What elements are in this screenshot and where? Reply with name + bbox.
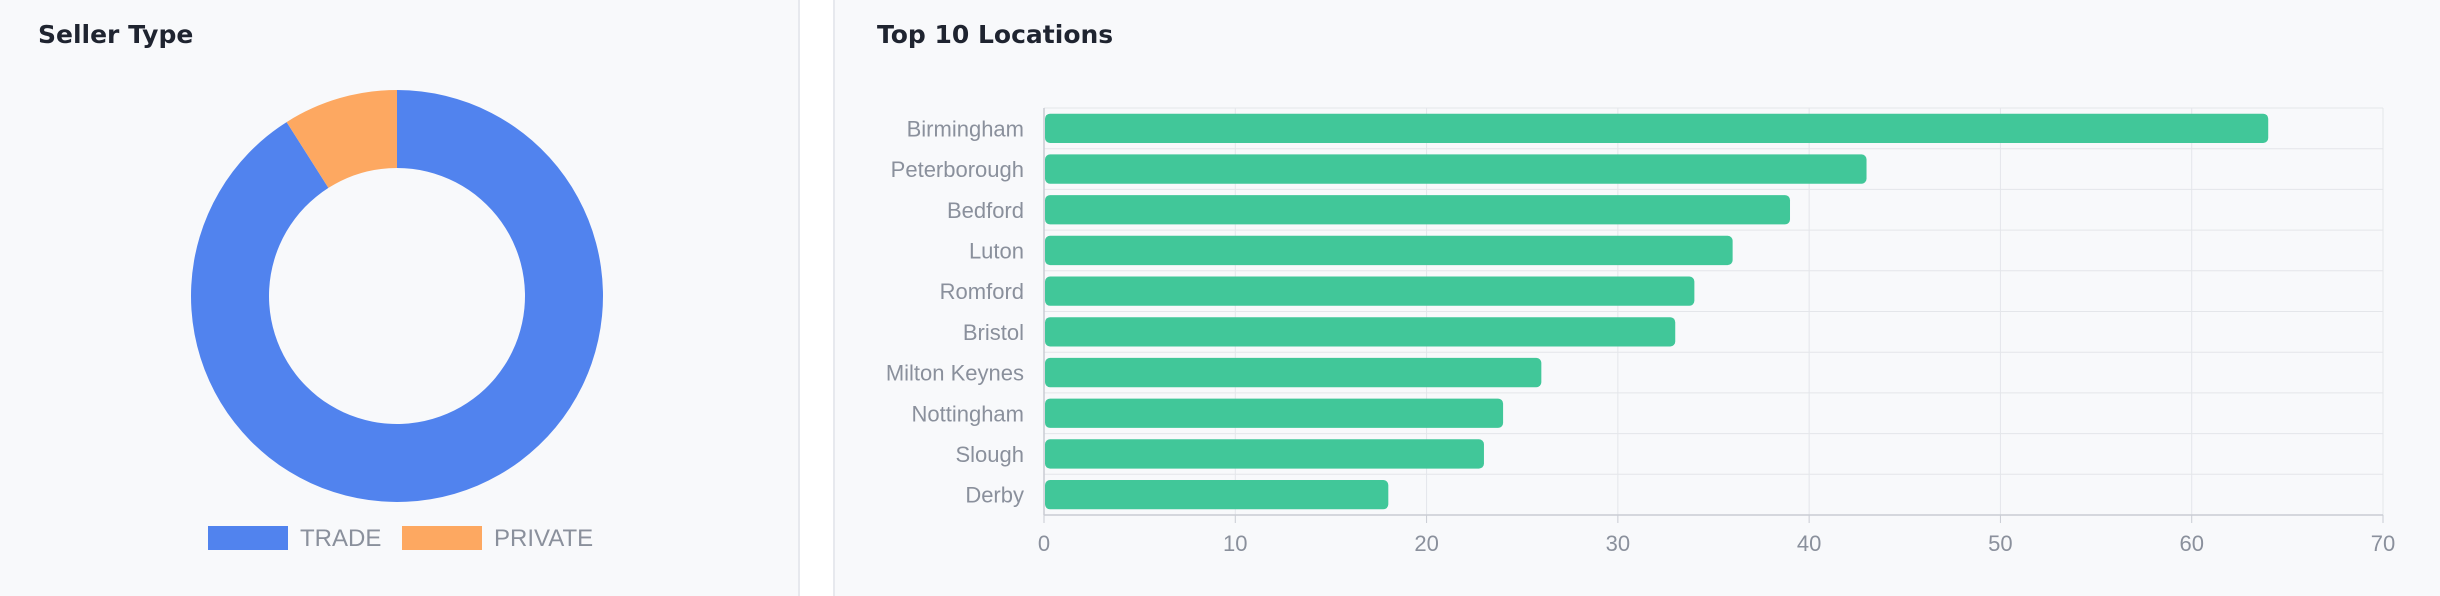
donut-slice-private[interactable] [286,90,397,188]
category-label-slough: Slough [955,442,1024,467]
bar-birmingham[interactable] [1045,113,2269,144]
legend-label-trade: TRADE [300,525,381,552]
category-label-nottingham: Nottingham [911,401,1024,426]
legend-label-private: PRIVATE [494,525,593,552]
category-label-birmingham: Birmingham [907,116,1024,141]
seller-type-title: Seller Type [38,20,194,49]
bar-romford[interactable] [1045,276,1695,306]
seller-type-donut-chart: TRADE PRIVATE [191,90,604,552]
category-label-derby: Derby [965,483,1024,508]
x-tick-label: 10 [1223,531,1247,556]
bar-peterborough[interactable] [1045,154,1867,184]
bar-bristol[interactable] [1045,317,1676,347]
bar-bedford[interactable] [1045,195,1791,225]
bar-luton[interactable] [1045,235,1733,266]
legend-item-private[interactable]: PRIVATE [402,525,593,552]
legend-swatch-private [402,526,482,550]
x-tick-label: 60 [2179,531,2203,556]
legend-item-trade[interactable]: TRADE [208,525,381,552]
seller-type-panel: Seller Type TRADE PRIVATE [0,0,800,596]
category-label-peterborough: Peterborough [891,157,1024,182]
category-label-romford: Romford [940,279,1024,304]
x-tick-label: 50 [1988,531,2012,556]
top-locations-panel: Top 10 Locations 0 10 20 30 40 50 60 70 Birmingh… [833,0,2440,596]
category-label-bedford: Bedford [947,198,1024,223]
category-label-luton: Luton [969,238,1024,263]
top-locations-bar-chart: 0 10 20 30 40 50 60 70 Birmingham Peterborough Bed… [886,107,2395,556]
bar-slough[interactable] [1045,439,1484,469]
x-tick-label: 0 [1038,531,1050,556]
x-tick-label: 40 [1797,531,1821,556]
legend-swatch-trade [208,526,288,550]
x-tick-label: 30 [1606,531,1630,556]
bar-derby[interactable] [1045,479,1389,510]
category-label-bristol: Bristol [963,320,1024,345]
category-label-milton-keynes: Milton Keynes [886,361,1024,386]
bar-milton-keynes[interactable] [1045,357,1542,388]
top-locations-title: Top 10 Locations [877,20,1114,49]
x-tick-label: 70 [2371,531,2395,556]
donut-slice-trade[interactable] [191,90,604,502]
bar-nottingham[interactable] [1045,398,1504,428]
x-tick-label: 20 [1414,531,1438,556]
